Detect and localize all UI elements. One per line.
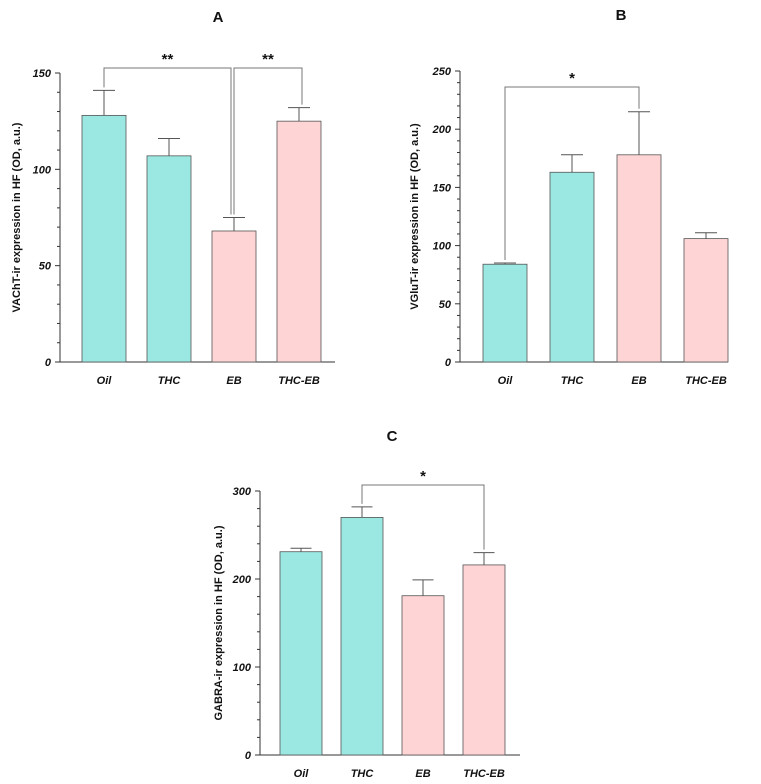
y-axis-label: VGluT-ir expression in HF (OD, a.u.) [409,123,421,310]
bar-thc-eb [462,564,506,756]
category-label: Oil [498,375,514,387]
chart-panel-A: A 0 50 100 150 VAChT-ir expression in HF (OD,… [11,9,335,387]
significance-label: ** [262,51,274,68]
category-label: Oil [294,768,310,780]
category-label: EB [631,375,646,387]
significance-bracket [233,67,303,215]
bar-thc-eb [683,238,729,363]
significance-bracket [361,484,485,550]
bar-thc [146,155,192,363]
y-tick-label: 0 [445,357,452,369]
y-tick-label: 50 [439,299,452,311]
bar-oil [81,114,127,363]
y-axis-label: VAChT-ir expression in HF (OD, a.u.) [11,122,23,312]
bar-thc-eb [276,120,322,363]
category-label: THC [561,375,585,387]
y-tick-label: 50 [39,261,52,273]
significance-bracket [103,67,232,215]
panel-label: A [213,9,224,26]
panel-label: C [387,428,398,445]
significance-bracket [504,86,640,261]
y-tick-label: 150 [33,68,52,80]
category-label: THC [158,375,182,387]
chart-panel-C: C 0 100 200 300 GABRA-ir expression in HF (OD… [213,428,520,780]
significance-label: ** [162,51,174,68]
category-label: EB [226,375,241,387]
bar-thc [340,517,384,756]
y-tick-label: 0 [245,750,252,762]
bar-eb [401,595,445,756]
category-label: THC [351,768,375,780]
y-tick-label: 300 [233,486,252,498]
y-tick-label: 100 [233,662,252,674]
y-tick-label: 100 [433,241,452,253]
bar-oil [279,551,323,756]
bar-oil [482,263,528,363]
y-tick-label: 0 [45,357,52,369]
y-tick-label: 250 [432,66,452,78]
significance-label: * [420,468,426,485]
bar-thc [549,171,595,363]
category-label: THC-EB [463,768,505,780]
category-label: EB [415,768,430,780]
y-tick-label: 100 [33,164,52,176]
bar-eb [211,230,257,363]
category-label: THC-EB [685,375,727,387]
y-tick-label: 200 [232,574,252,586]
category-label: THC-EB [278,375,320,387]
category-label: Oil [97,375,113,387]
bar-eb [616,154,662,363]
y-tick-label: 150 [433,182,452,194]
chart-panel-B: B 0 50 100 150 200 250 VGluT-ir expression in H… [409,7,729,387]
panel-label: B [616,7,627,24]
significance-label: * [569,70,575,87]
y-axis-label: GABRA-ir expression in HF (OD, a.u.) [213,525,225,720]
y-tick-label: 200 [432,124,452,136]
